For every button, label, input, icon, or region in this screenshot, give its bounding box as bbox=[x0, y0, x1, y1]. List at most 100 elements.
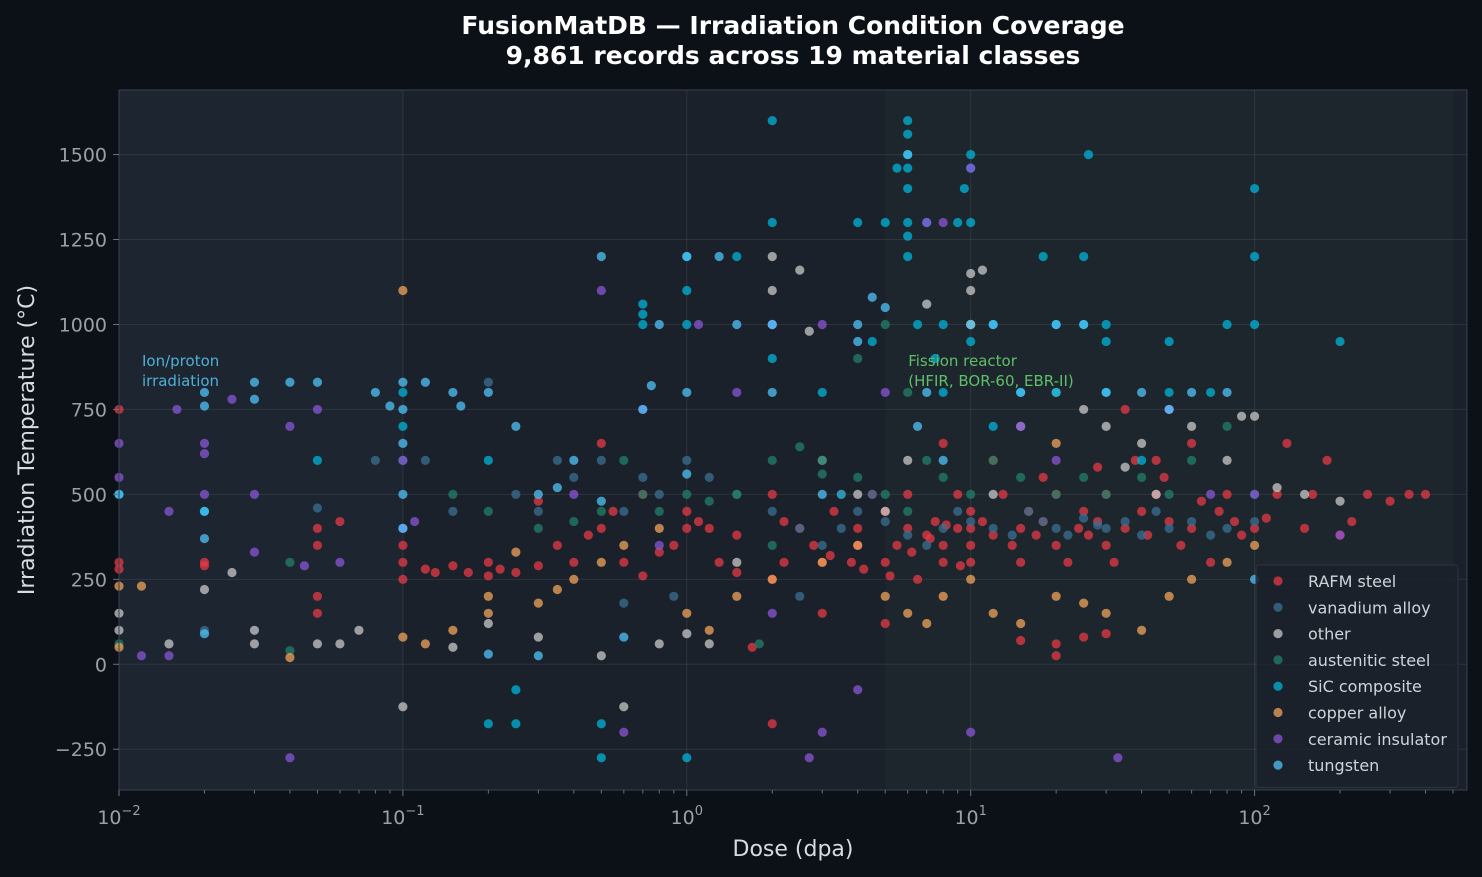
data-point bbox=[199, 506, 210, 516]
data-point bbox=[608, 506, 618, 516]
data-point bbox=[903, 115, 913, 126]
data-point bbox=[199, 629, 210, 639]
data-point bbox=[1187, 516, 1197, 527]
data-point bbox=[988, 319, 998, 330]
data-point bbox=[1063, 530, 1073, 540]
legend-marker bbox=[1273, 707, 1283, 718]
data-point bbox=[1164, 387, 1174, 398]
data-point bbox=[511, 547, 521, 557]
legend-marker bbox=[1273, 734, 1283, 744]
y-tick-label: 1250 bbox=[59, 230, 107, 252]
data-point bbox=[1079, 251, 1089, 262]
data-point bbox=[938, 523, 948, 533]
data-point bbox=[1335, 530, 1345, 540]
data-point bbox=[682, 629, 692, 639]
legend-label: SiC composite bbox=[1308, 677, 1422, 696]
data-point bbox=[398, 632, 408, 642]
data-point bbox=[966, 574, 976, 584]
data-point bbox=[903, 231, 913, 241]
x-tick-label: 102 bbox=[1238, 804, 1270, 829]
data-point bbox=[398, 540, 408, 550]
data-point bbox=[1385, 496, 1395, 506]
data-point bbox=[312, 591, 323, 601]
data-point bbox=[938, 217, 948, 228]
data-point bbox=[1249, 251, 1260, 262]
data-point bbox=[552, 455, 562, 465]
data-point bbox=[682, 523, 692, 533]
data-point bbox=[767, 574, 777, 584]
data-point bbox=[988, 608, 998, 618]
data-point bbox=[998, 489, 1008, 499]
data-point bbox=[795, 265, 805, 275]
data-point bbox=[859, 564, 869, 574]
data-points bbox=[114, 115, 1431, 763]
data-point bbox=[1051, 651, 1061, 661]
data-point bbox=[953, 489, 963, 499]
data-point bbox=[853, 336, 863, 347]
data-point bbox=[596, 651, 606, 661]
data-point bbox=[767, 719, 777, 729]
data-point bbox=[596, 523, 606, 533]
data-point bbox=[912, 574, 923, 584]
legend-label: RAFM steel bbox=[1308, 572, 1396, 591]
x-axis-label: Dose (dpa) bbox=[733, 837, 854, 862]
data-point bbox=[569, 455, 579, 465]
data-point bbox=[966, 506, 976, 516]
data-point bbox=[892, 163, 902, 173]
data-point bbox=[398, 421, 408, 432]
data-point bbox=[299, 561, 310, 571]
data-point bbox=[704, 496, 714, 506]
data-point bbox=[420, 564, 430, 574]
data-point bbox=[853, 353, 863, 364]
data-point bbox=[448, 387, 458, 398]
data-point bbox=[619, 557, 629, 567]
data-point bbox=[1079, 404, 1089, 415]
data-point bbox=[638, 404, 648, 415]
region-label: Fission reactor bbox=[908, 352, 1018, 370]
data-point bbox=[804, 753, 814, 763]
data-point bbox=[903, 251, 913, 262]
chart-subtitle: 9,861 records across 19 material classes bbox=[506, 41, 1081, 70]
data-point bbox=[1101, 489, 1111, 499]
data-point bbox=[732, 489, 742, 499]
series-group bbox=[114, 319, 1260, 656]
y-tick-label: 500 bbox=[71, 484, 107, 506]
data-point bbox=[533, 506, 543, 516]
data-point bbox=[938, 438, 948, 448]
data-point bbox=[1051, 387, 1061, 398]
plot-frame bbox=[118, 89, 1468, 791]
grid-lines bbox=[118, 90, 1467, 790]
data-point bbox=[1051, 591, 1061, 601]
data-point bbox=[1249, 489, 1260, 499]
data-point bbox=[1120, 523, 1130, 533]
data-point bbox=[732, 567, 742, 578]
data-point bbox=[552, 584, 562, 595]
data-point bbox=[795, 523, 805, 533]
data-point bbox=[483, 608, 493, 618]
data-point bbox=[669, 591, 679, 601]
data-point bbox=[249, 547, 260, 557]
data-point bbox=[1137, 506, 1147, 516]
data-point bbox=[1093, 462, 1103, 472]
data-point bbox=[285, 753, 295, 763]
data-point bbox=[938, 557, 948, 567]
data-point bbox=[1079, 598, 1089, 608]
data-point bbox=[335, 516, 345, 527]
data-point bbox=[704, 625, 714, 635]
legend-marker bbox=[1273, 629, 1283, 639]
data-point bbox=[596, 557, 606, 567]
data-point bbox=[569, 489, 579, 499]
data-point bbox=[966, 285, 976, 296]
data-point bbox=[880, 516, 890, 527]
data-point bbox=[817, 455, 827, 465]
data-point bbox=[1187, 455, 1197, 465]
data-point bbox=[682, 251, 692, 262]
data-point bbox=[846, 557, 856, 567]
data-point bbox=[335, 639, 345, 649]
data-point bbox=[1176, 540, 1186, 550]
data-point bbox=[966, 516, 976, 527]
data-point bbox=[511, 421, 521, 432]
data-point bbox=[398, 387, 408, 398]
data-point bbox=[1249, 183, 1260, 194]
data-point bbox=[966, 268, 976, 279]
